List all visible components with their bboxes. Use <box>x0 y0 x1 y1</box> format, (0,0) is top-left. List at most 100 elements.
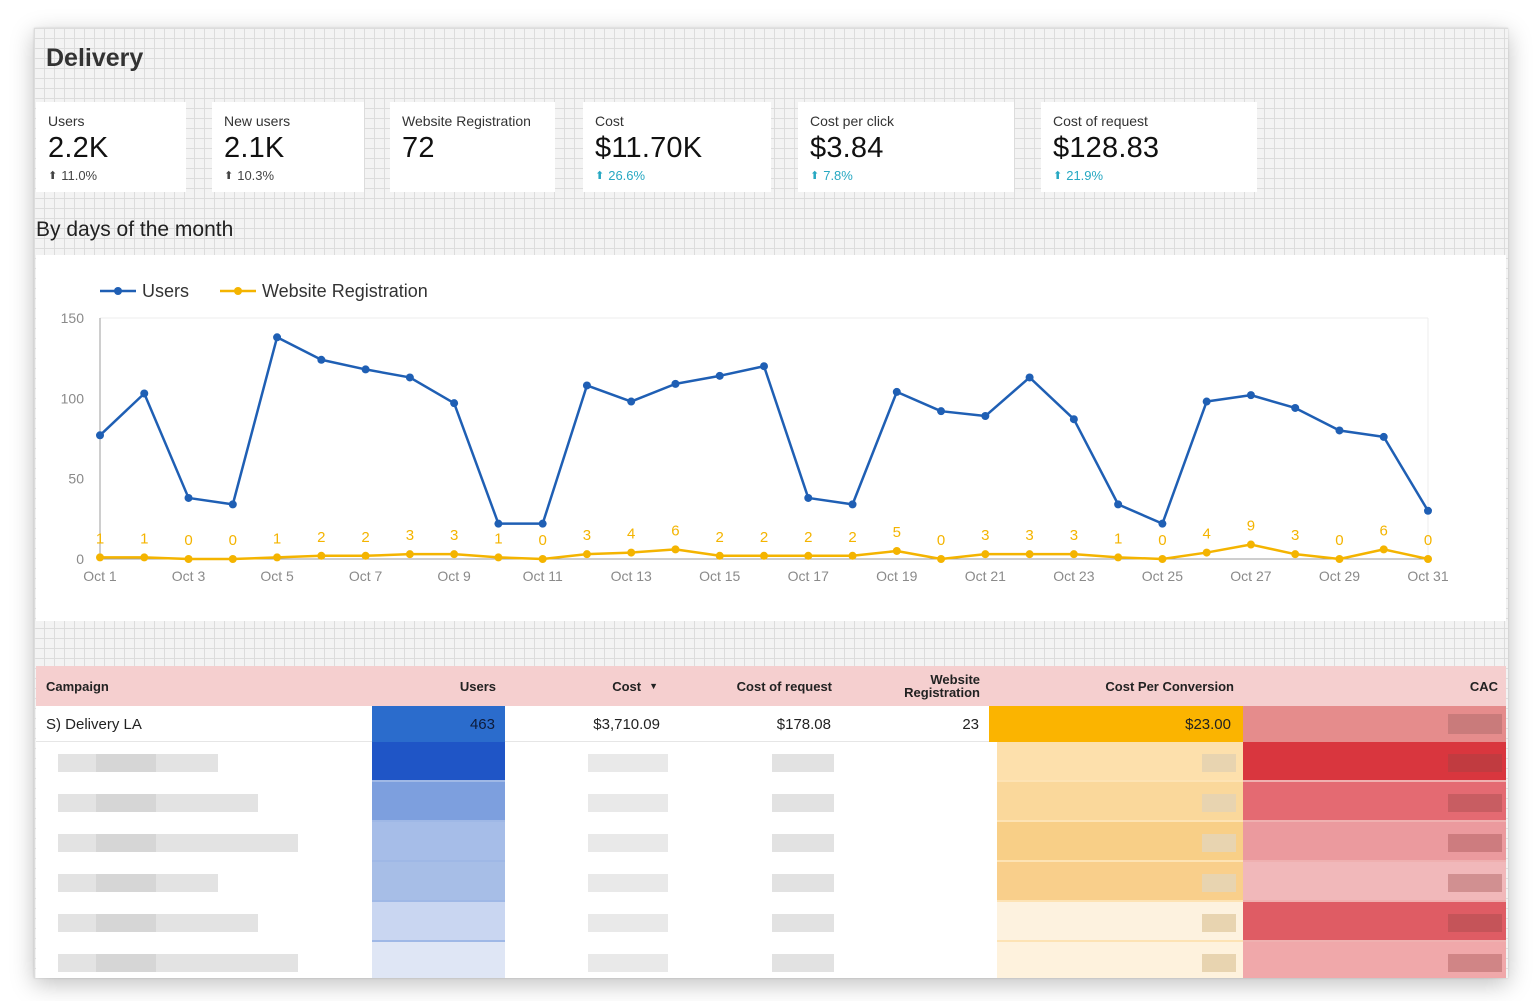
kpi-value: 72 <box>402 132 435 164</box>
data-label: 3 <box>583 527 591 544</box>
kpi-value: $11.70K <box>595 132 703 164</box>
data-label: 0 <box>1335 532 1343 549</box>
cell-cost-of-request: $178.08 <box>776 715 831 733</box>
kpi-card-users[interactable]: Users 2.2K ⬆ 11.0% <box>36 102 186 192</box>
kpi-change-value: 26.6% <box>608 168 646 183</box>
pixelated-redaction <box>1448 874 1502 892</box>
data-point <box>1379 545 1388 554</box>
table-row[interactable]: S) Delivery LA 463 $3,710.09 $178.08 23 … <box>36 706 1506 742</box>
column-header-cac[interactable]: CAC <box>1336 666 1498 706</box>
y-tick-label: 50 <box>68 471 84 487</box>
kpi-label: New users <box>224 113 291 129</box>
data-label: 4 <box>1202 526 1210 543</box>
pixelated-redaction <box>1448 834 1502 852</box>
pixelated-redaction <box>1448 754 1502 772</box>
pixelated-redaction <box>588 754 668 772</box>
pixelated-redaction <box>1202 794 1236 812</box>
data-point <box>1291 403 1300 412</box>
pixelated-redaction <box>1448 954 1502 972</box>
pixelated-redaction <box>772 874 834 892</box>
line-chart-card[interactable]: 0 50 100 150 Oct 1 Oct 3 Oct 5 Oct 7 Oct 9 Oct 11… <box>36 255 1506 621</box>
data-point <box>228 555 237 563</box>
data-label: 3 <box>1070 527 1078 544</box>
data-point <box>1335 555 1344 563</box>
data-label: 1 <box>494 530 502 547</box>
pixelated-redaction <box>1243 942 1506 978</box>
data-point <box>1424 555 1432 563</box>
data-point <box>760 362 768 371</box>
kpi-value: $3.84 <box>810 132 884 164</box>
data-point <box>760 551 768 560</box>
kpi-card-cost-per-click[interactable]: Cost per click $3.84 ⬆ 7.8% <box>798 102 1014 192</box>
kpi-card-new-users[interactable]: New users 2.1K ⬆ 10.3% <box>212 102 364 192</box>
sort-descending-icon[interactable]: ▼ <box>649 681 658 691</box>
x-tick-label: Oct 5 <box>260 568 294 584</box>
data-point <box>848 551 857 560</box>
kpi-card-cost-of-request[interactable]: Cost of request $128.83 ⬆ 21.9% <box>1041 102 1257 192</box>
data-label: 0 <box>229 532 237 549</box>
kpi-value: $128.83 <box>1053 132 1160 164</box>
page-title: Delivery <box>46 44 144 72</box>
data-point <box>1114 553 1123 562</box>
data-point <box>1202 548 1211 557</box>
table-header: Campaign Users Cost ▼ Cost of request Web… <box>36 666 1506 706</box>
legend-swatch-marker <box>234 287 242 295</box>
data-point <box>450 399 459 408</box>
data-point <box>804 551 813 560</box>
column-header-label: Website Registration <box>904 673 980 699</box>
pixelated-redaction <box>96 754 156 772</box>
column-header-cost-of-request[interactable]: Cost of request <box>676 666 832 706</box>
x-tick-label: Oct 9 <box>437 568 471 584</box>
data-point <box>715 371 724 380</box>
data-label: 2 <box>804 529 812 546</box>
data-point <box>1025 550 1034 559</box>
pixelated-redaction <box>58 834 298 852</box>
data-point <box>671 545 680 554</box>
arrow-up-icon: ⬆ <box>810 170 820 182</box>
data-point <box>892 387 901 396</box>
data-point <box>450 550 459 559</box>
data-point <box>937 555 946 563</box>
data-point <box>184 493 193 502</box>
pixelated-redaction <box>96 914 156 932</box>
pixelated-redaction <box>1202 834 1236 852</box>
pixelated-redaction <box>96 874 156 892</box>
cell-cost-per-conversion: $23.00 <box>989 706 1243 742</box>
cell-cost: $3,710.09 <box>593 715 660 733</box>
x-tick-label: Oct 11 <box>523 568 563 584</box>
column-header-users[interactable]: Users <box>376 666 496 706</box>
column-header-label: CAC <box>1469 678 1498 694</box>
pixelated-redaction <box>58 914 258 932</box>
data-label: 6 <box>671 522 679 539</box>
data-point <box>981 550 990 559</box>
data-point <box>361 551 370 560</box>
data-point <box>538 519 547 528</box>
kpi-change-value: 11.0% <box>61 168 98 183</box>
data-label: 9 <box>1247 518 1255 535</box>
kpi-card-website-registration[interactable]: Website Registration 72 <box>390 102 555 192</box>
data-label: 5 <box>893 524 901 541</box>
data-point <box>228 500 237 509</box>
pixelated-redaction <box>588 914 668 932</box>
cell-campaign: S) Delivery LA <box>46 715 142 733</box>
pixelated-redaction <box>1202 874 1236 892</box>
x-tick-label: Oct 17 <box>788 568 829 584</box>
kpi-card-cost[interactable]: Cost $11.70K ⬆ 26.6% <box>583 102 771 192</box>
pixelated-redaction <box>1243 822 1506 860</box>
pixelated-redaction <box>588 794 668 812</box>
data-label: 2 <box>760 529 768 546</box>
column-header-campaign[interactable]: Campaign <box>46 666 246 706</box>
campaign-table: Campaign Users Cost ▼ Cost of request Web… <box>36 666 1506 978</box>
column-header-cost[interactable]: Cost ▼ <box>516 666 658 706</box>
x-tick-label: Oct 29 <box>1319 568 1360 584</box>
cell-cac <box>1243 706 1506 742</box>
kpi-change: ⬆ 10.3% <box>224 168 364 183</box>
column-header-cost-per-conversion[interactable]: Cost Per Conversion <box>996 666 1234 706</box>
column-header-website-registration[interactable]: Website Registration <box>846 666 980 706</box>
data-point <box>273 553 282 562</box>
data-label: 1 <box>96 530 104 547</box>
data-point <box>1291 550 1300 559</box>
data-point <box>1114 500 1123 509</box>
data-point <box>1069 415 1078 424</box>
